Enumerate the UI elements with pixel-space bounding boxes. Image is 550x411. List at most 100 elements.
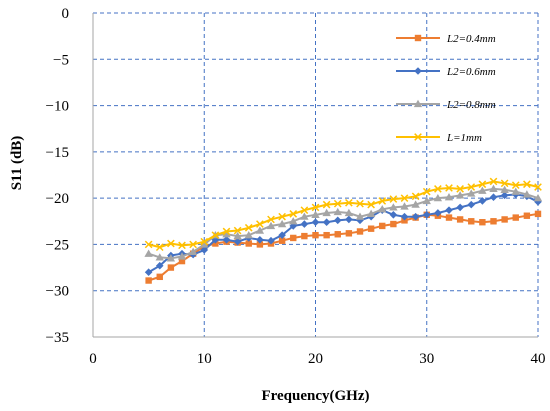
y-tick-label: −15	[46, 145, 69, 161]
data-point	[367, 225, 375, 232]
data-point	[300, 220, 309, 228]
data-point	[456, 185, 464, 193]
data-point	[478, 197, 487, 205]
data-point	[456, 216, 464, 223]
series-layer	[144, 177, 543, 284]
data-point	[189, 240, 197, 249]
data-point	[345, 198, 353, 207]
data-point	[411, 192, 420, 201]
data-point	[289, 222, 298, 230]
data-point	[233, 237, 242, 246]
tick-labels: 0 10 20 30 40 0 −5 −10 −15 −20 −25 −30 −35	[46, 6, 546, 367]
data-point	[378, 205, 387, 213]
data-point	[490, 218, 497, 225]
data-point	[434, 185, 442, 193]
data-point	[455, 191, 465, 199]
data-point	[200, 240, 209, 248]
data-point	[333, 207, 342, 216]
y-tick-label: −35	[46, 330, 69, 346]
data-point	[222, 227, 231, 236]
data-point	[422, 187, 431, 196]
data-point	[333, 216, 342, 225]
data-point	[523, 212, 531, 219]
data-point	[445, 184, 453, 192]
legend-item: L2=0.4mm	[396, 33, 496, 45]
data-point	[323, 231, 330, 239]
data-point	[155, 261, 164, 270]
data-point	[278, 231, 286, 239]
data-point	[511, 187, 520, 195]
data-point	[289, 217, 298, 225]
data-point	[266, 221, 276, 230]
data-point	[256, 220, 264, 228]
series-4	[144, 177, 542, 252]
data-point	[533, 193, 543, 202]
data-point	[444, 193, 454, 201]
legend: L2=0.4mm L2=0.6mm L2=0.8mm L=1mm	[396, 33, 496, 144]
legend-label: L2=0.6mm	[446, 66, 496, 78]
data-point	[512, 214, 519, 221]
data-point	[400, 212, 409, 221]
legend-marker	[414, 67, 422, 75]
plot-frame	[92, 13, 538, 338]
data-point	[300, 206, 309, 215]
legend-item: L=1mm	[396, 132, 482, 144]
x-tick-label: 20	[308, 351, 323, 367]
data-point	[489, 184, 498, 193]
data-point	[278, 237, 286, 244]
data-point	[345, 230, 353, 237]
data-point	[356, 216, 364, 225]
x-tick-label: 10	[197, 351, 212, 367]
data-point	[434, 209, 442, 217]
data-point	[155, 253, 164, 261]
data-point	[200, 237, 209, 246]
data-point	[277, 219, 287, 228]
data-point	[244, 223, 253, 232]
data-point	[411, 200, 420, 208]
data-point	[145, 277, 152, 284]
data-point	[278, 212, 286, 221]
data-point	[378, 197, 387, 205]
data-point	[155, 243, 164, 252]
data-point	[211, 231, 220, 240]
data-point	[433, 193, 443, 202]
data-point	[467, 200, 476, 209]
data-point	[400, 194, 409, 202]
data-point	[489, 193, 498, 202]
y-axis-title: S11 (dB)	[9, 136, 25, 191]
data-point	[400, 202, 409, 210]
data-point	[156, 273, 163, 281]
data-point	[422, 196, 431, 205]
data-point	[356, 228, 364, 235]
x-tick-label: 30	[419, 351, 434, 367]
data-point	[256, 241, 264, 248]
data-point	[389, 211, 398, 219]
data-point	[178, 257, 186, 265]
x-tick-label: 40	[531, 351, 546, 367]
data-point	[468, 218, 475, 225]
data-point	[345, 215, 353, 224]
y-tick-label: −25	[46, 237, 69, 253]
data-point	[322, 218, 331, 227]
data-point	[144, 240, 153, 249]
data-point	[478, 180, 487, 189]
data-point	[311, 210, 320, 218]
legend-item: L2=0.6mm	[396, 66, 496, 78]
data-point	[244, 230, 253, 239]
data-point	[534, 210, 542, 218]
data-point	[222, 230, 231, 238]
data-point	[166, 254, 176, 262]
x-axis-title: Frequency(GHz)	[261, 388, 369, 404]
data-point	[322, 200, 331, 209]
data-point	[233, 226, 242, 235]
data-point	[390, 220, 397, 228]
data-point	[200, 246, 209, 254]
data-point	[144, 268, 153, 276]
legend-marker	[414, 133, 422, 141]
data-point	[379, 222, 386, 230]
data-point	[344, 208, 354, 217]
data-point	[511, 181, 520, 190]
data-point	[456, 203, 464, 212]
legend-label: L=1mm	[446, 132, 482, 144]
